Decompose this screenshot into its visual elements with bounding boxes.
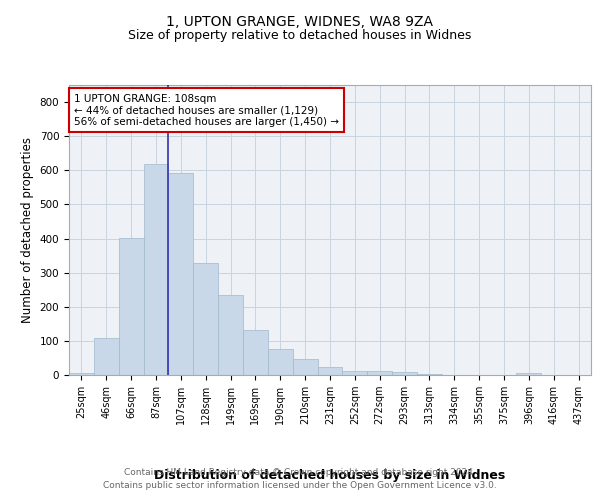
Bar xyxy=(69,374,94,375)
Text: Contains public sector information licensed under the Open Government Licence v3: Contains public sector information licen… xyxy=(103,480,497,490)
Bar xyxy=(193,263,218,375)
Text: Contains HM Land Registry data © Crown copyright and database right 2024.: Contains HM Land Registry data © Crown c… xyxy=(124,468,476,477)
Bar xyxy=(243,330,268,375)
Bar xyxy=(268,350,293,375)
Text: Size of property relative to detached houses in Widnes: Size of property relative to detached ho… xyxy=(128,28,472,42)
Text: 1 UPTON GRANGE: 108sqm
← 44% of detached houses are smaller (1,129)
56% of semi-: 1 UPTON GRANGE: 108sqm ← 44% of detached… xyxy=(74,94,339,127)
Bar xyxy=(367,371,392,375)
Text: 1, UPTON GRANGE, WIDNES, WA8 9ZA: 1, UPTON GRANGE, WIDNES, WA8 9ZA xyxy=(167,16,433,30)
Bar xyxy=(94,338,119,375)
Bar xyxy=(218,295,243,375)
Bar xyxy=(343,370,367,375)
Bar xyxy=(392,372,417,375)
Bar xyxy=(143,164,169,375)
Bar xyxy=(119,238,143,375)
Bar xyxy=(293,359,317,375)
X-axis label: Distribution of detached houses by size in Widnes: Distribution of detached houses by size … xyxy=(154,468,506,481)
Bar xyxy=(169,174,193,375)
Bar xyxy=(317,368,343,375)
Bar xyxy=(417,374,442,375)
Bar xyxy=(517,374,541,375)
Y-axis label: Number of detached properties: Number of detached properties xyxy=(21,137,34,323)
